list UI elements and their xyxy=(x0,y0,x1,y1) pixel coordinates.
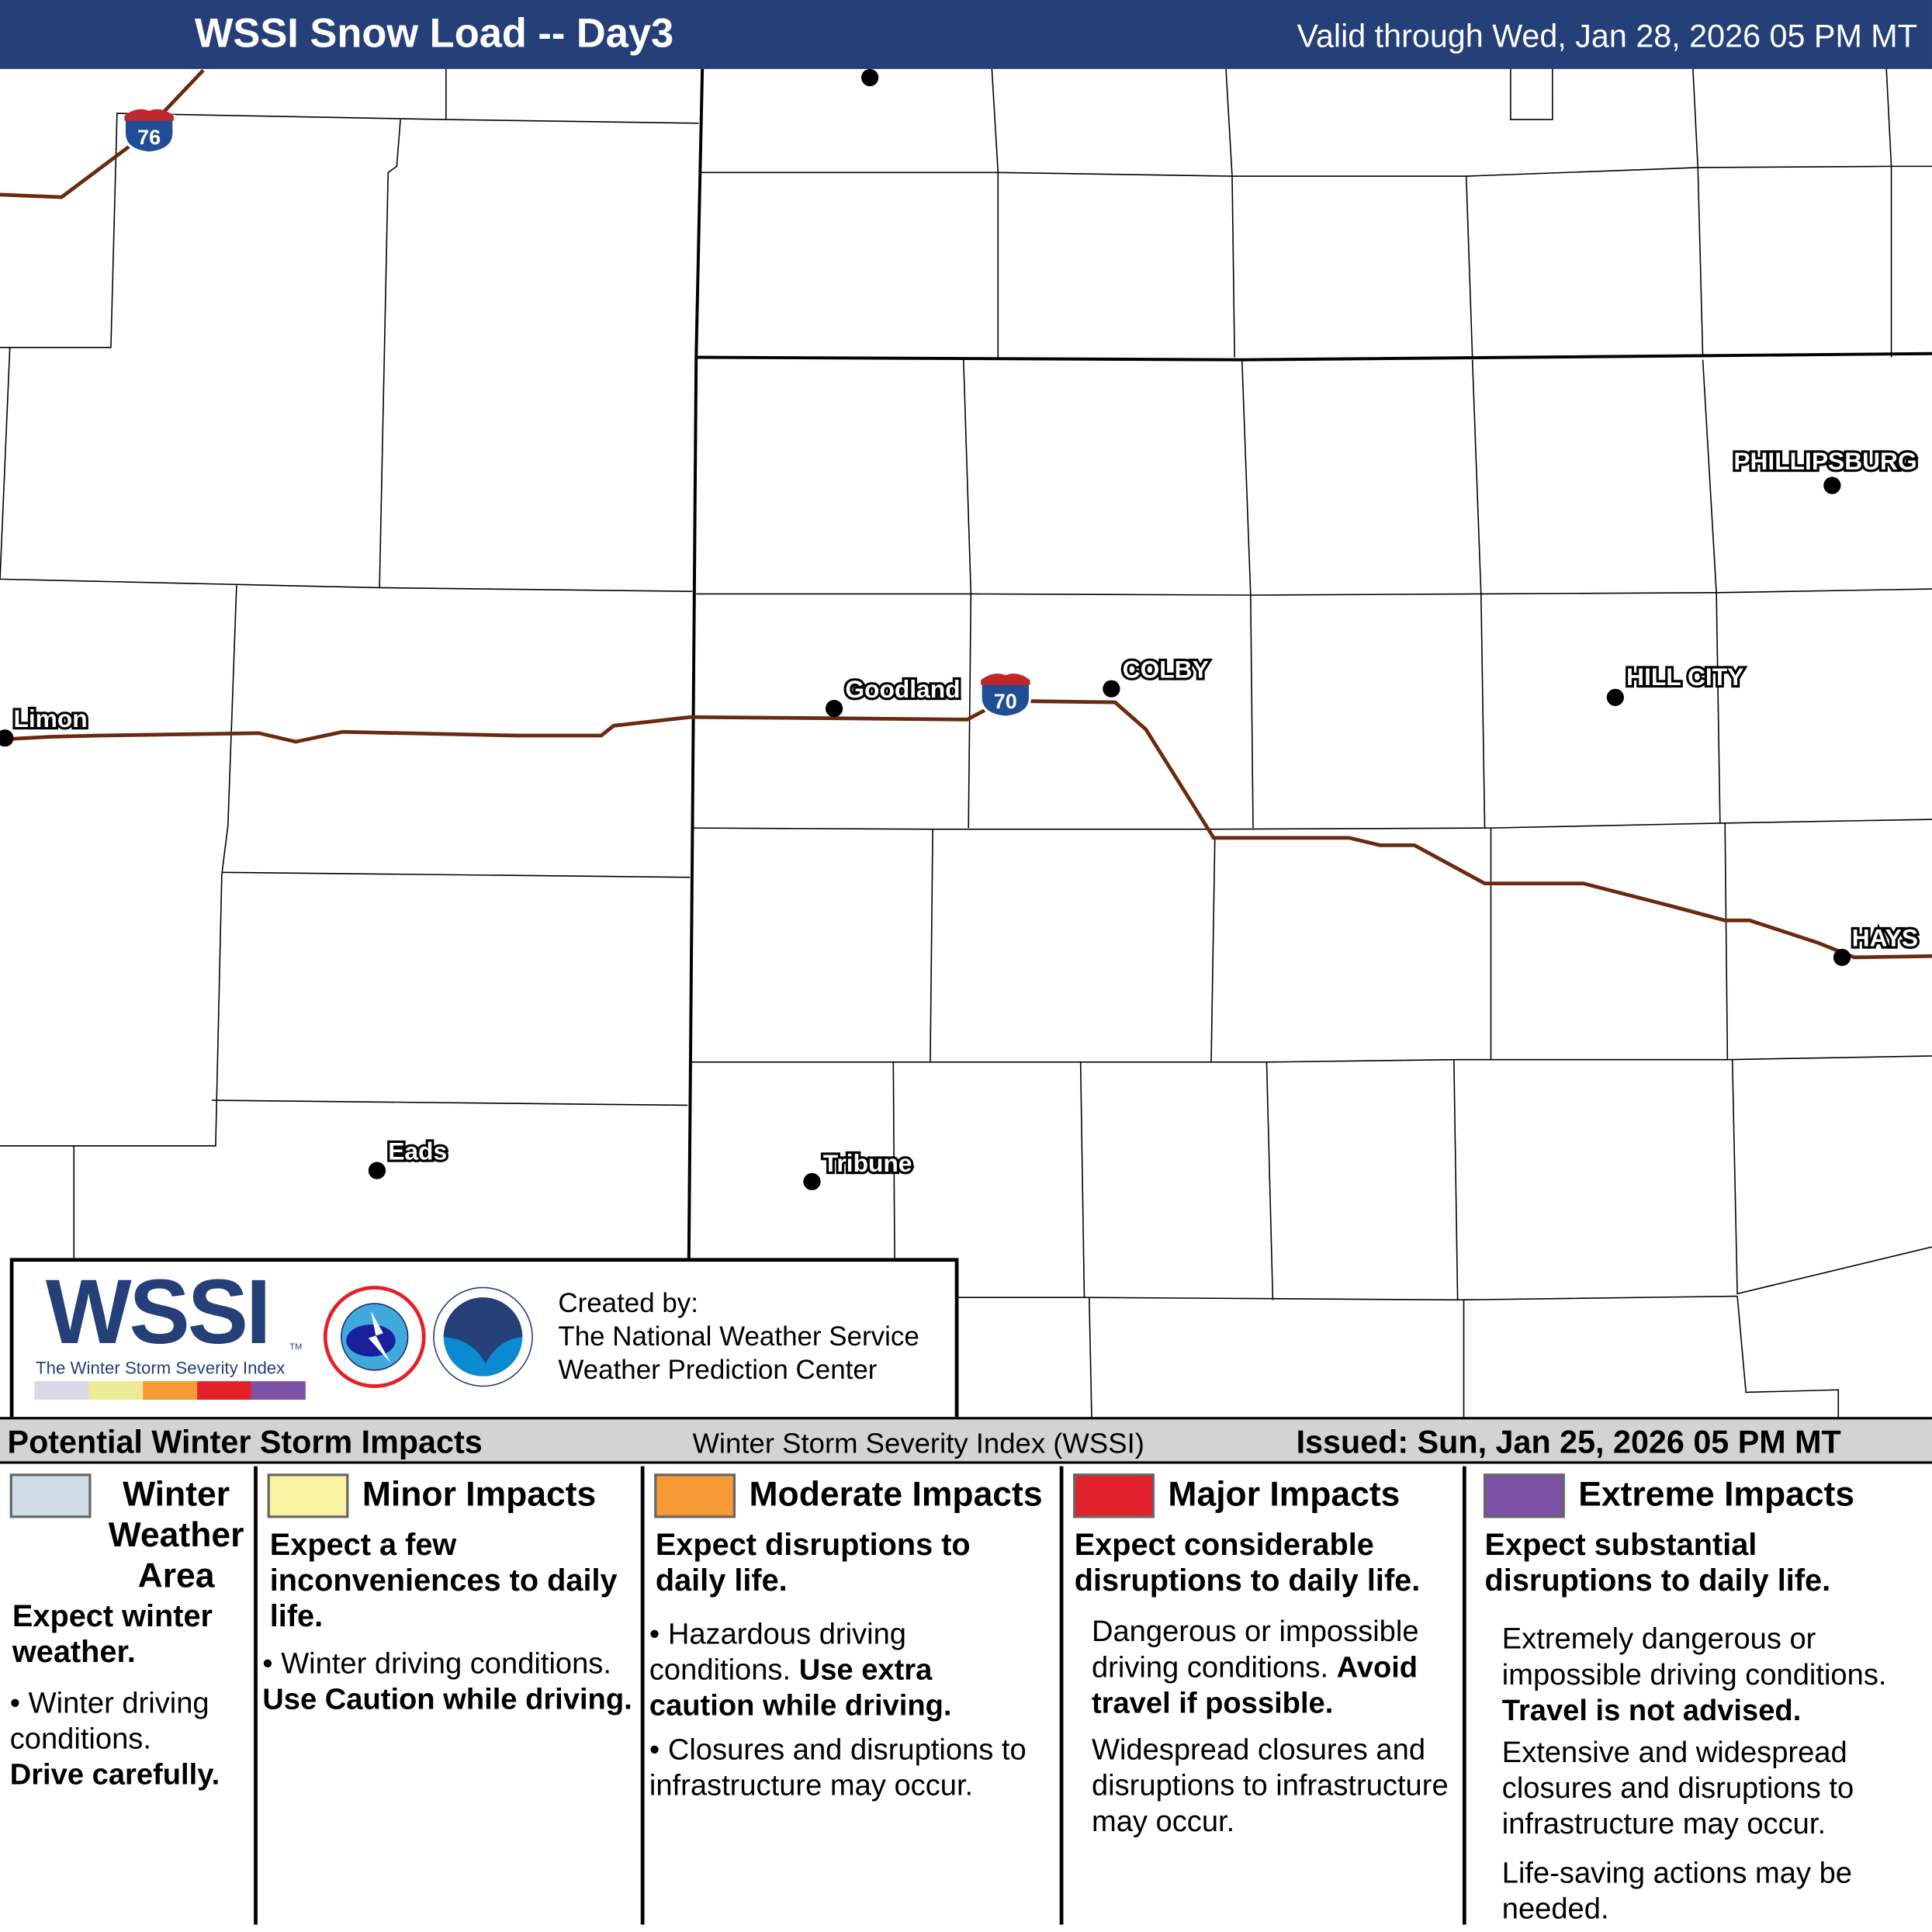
legend-bullet: • Closures and disruptions to infrastruc… xyxy=(649,1733,1027,1803)
interstate-70-label: 70 xyxy=(994,690,1017,713)
credits-box: WSSI TM The Winter Storm Severity Index … xyxy=(9,1258,959,1421)
city-label-hill-city: HILL CITY xyxy=(1626,663,1743,691)
legend-swatch xyxy=(9,1473,92,1518)
legend-minor-impacts: Minor Impacts Expect a few inconvenience… xyxy=(258,1466,641,1925)
city-label-tribune: Tribune xyxy=(823,1149,912,1177)
legend-title: Moderate Impacts xyxy=(749,1474,1043,1514)
noaa-logo-icon xyxy=(433,1286,533,1387)
state-borders xyxy=(686,68,1932,1418)
interstate-roads xyxy=(0,68,1932,960)
interstate-76-shield-icon: 76 xyxy=(123,109,175,154)
legend-divider xyxy=(1462,1466,1466,1925)
legend-divider xyxy=(1059,1466,1064,1925)
city-label-limon: Limon xyxy=(13,705,87,732)
interstate-70-road xyxy=(5,699,1932,960)
legend-swatch xyxy=(1483,1473,1565,1518)
legend-summary: Expect disruptions to daily life. xyxy=(655,1528,971,1598)
credit-org-nws: The National Weather Service xyxy=(558,1321,919,1352)
city-label-goodland: Goodland xyxy=(845,675,960,703)
legend-swatch xyxy=(654,1473,736,1518)
legend-index-name: Winter Storm Severity Index (WSSI) xyxy=(692,1426,1144,1459)
legend-text: Life-saving actions may be needed. xyxy=(1501,1857,1853,1927)
wssi-subtitle: The Winter Storm Severity Index xyxy=(36,1357,286,1378)
legend-title: Extreme Impacts xyxy=(1578,1474,1855,1514)
trademark: TM xyxy=(289,1342,303,1352)
legend-winter-weather-area: Winter Weather Area Expect winter weathe… xyxy=(0,1466,254,1925)
county-map: Limon Goodland COLBY PHILLIPSBURG HILL C… xyxy=(0,68,1932,1418)
legend-text: Extremely dangerous or impossible drivin… xyxy=(1501,1622,1887,1728)
legend-moderate-impacts: Moderate Impacts Expect disruptions to d… xyxy=(645,1466,1060,1925)
interstate-76-road xyxy=(0,68,205,199)
legend-extreme-impacts: Extreme Impacts Expect substantial disru… xyxy=(1466,1466,1932,1927)
county-borders xyxy=(0,68,1932,1418)
wssi-logo: WSSI xyxy=(45,1260,272,1363)
city-label-hays: HAYS xyxy=(1852,924,1918,952)
valid-time: Valid through Wed, Jan 28, 2026 05 PM MT xyxy=(1297,17,1917,54)
legend-header: Potential Winter Storm Impacts Winter St… xyxy=(0,1417,1932,1464)
nws-logo-icon xyxy=(323,1286,426,1388)
legend-major-impacts: Major Impacts Expect considerable disrup… xyxy=(1063,1466,1463,1925)
legend-divider xyxy=(254,1466,258,1925)
legend-bullet: • Hazardous driving conditions. Use extr… xyxy=(649,1618,952,1723)
city-label-colby: COLBY xyxy=(1123,655,1209,683)
credit-org-wpc: Weather Prediction Center xyxy=(558,1354,878,1385)
map-title: WSSI Snow Load -- Day3 xyxy=(194,9,674,56)
issued-time: Issued: Sun, Jan 25, 2026 05 PM MT xyxy=(1296,1423,1841,1460)
legend-text: Widespread closures and disruptions to i… xyxy=(1091,1733,1449,1839)
city-label-eads: Eads xyxy=(388,1137,447,1165)
severity-color-bar xyxy=(34,1381,306,1400)
legend-divider xyxy=(640,1466,645,1925)
legend-title: Minor Impacts xyxy=(362,1474,597,1514)
interstate-70-shield-icon: 70 xyxy=(979,673,1032,718)
legend-summary: Expect considerable disruptions to daily… xyxy=(1074,1528,1421,1598)
legend-text: Dangerous or impossible driving conditio… xyxy=(1091,1615,1419,1720)
legend-swatch xyxy=(267,1473,349,1518)
legend-bullet: • Winter driving conditions. Drive carefu… xyxy=(9,1686,220,1792)
title-bar: WSSI Snow Load -- Day3 Valid through Wed… xyxy=(0,0,1932,69)
created-by-label: Created by: xyxy=(558,1287,698,1319)
legend-summary: Expect a few inconveniences to daily lif… xyxy=(269,1528,618,1634)
legend-summary: Expect winter weather. xyxy=(12,1599,213,1670)
legend-title: Winter Weather Area xyxy=(108,1474,244,1594)
credits-text: Created by: The National Weather Service… xyxy=(558,1286,919,1387)
legend-swatch xyxy=(1073,1473,1155,1518)
legend-heading: Potential Winter Storm Impacts xyxy=(7,1423,483,1460)
interstate-76-label: 76 xyxy=(137,126,161,149)
legend-title: Major Impacts xyxy=(1168,1474,1401,1514)
city-label-phillipsburg: PHILLIPSBURG xyxy=(1733,447,1916,475)
legend-bullet: • Winter driving conditions. Use Caution… xyxy=(262,1647,632,1717)
legend-summary: Expect substantial disruptions to daily … xyxy=(1484,1528,1831,1598)
legend-text: Extensive and widespread closures and di… xyxy=(1501,1736,1854,1841)
city-markers xyxy=(0,68,1851,1191)
